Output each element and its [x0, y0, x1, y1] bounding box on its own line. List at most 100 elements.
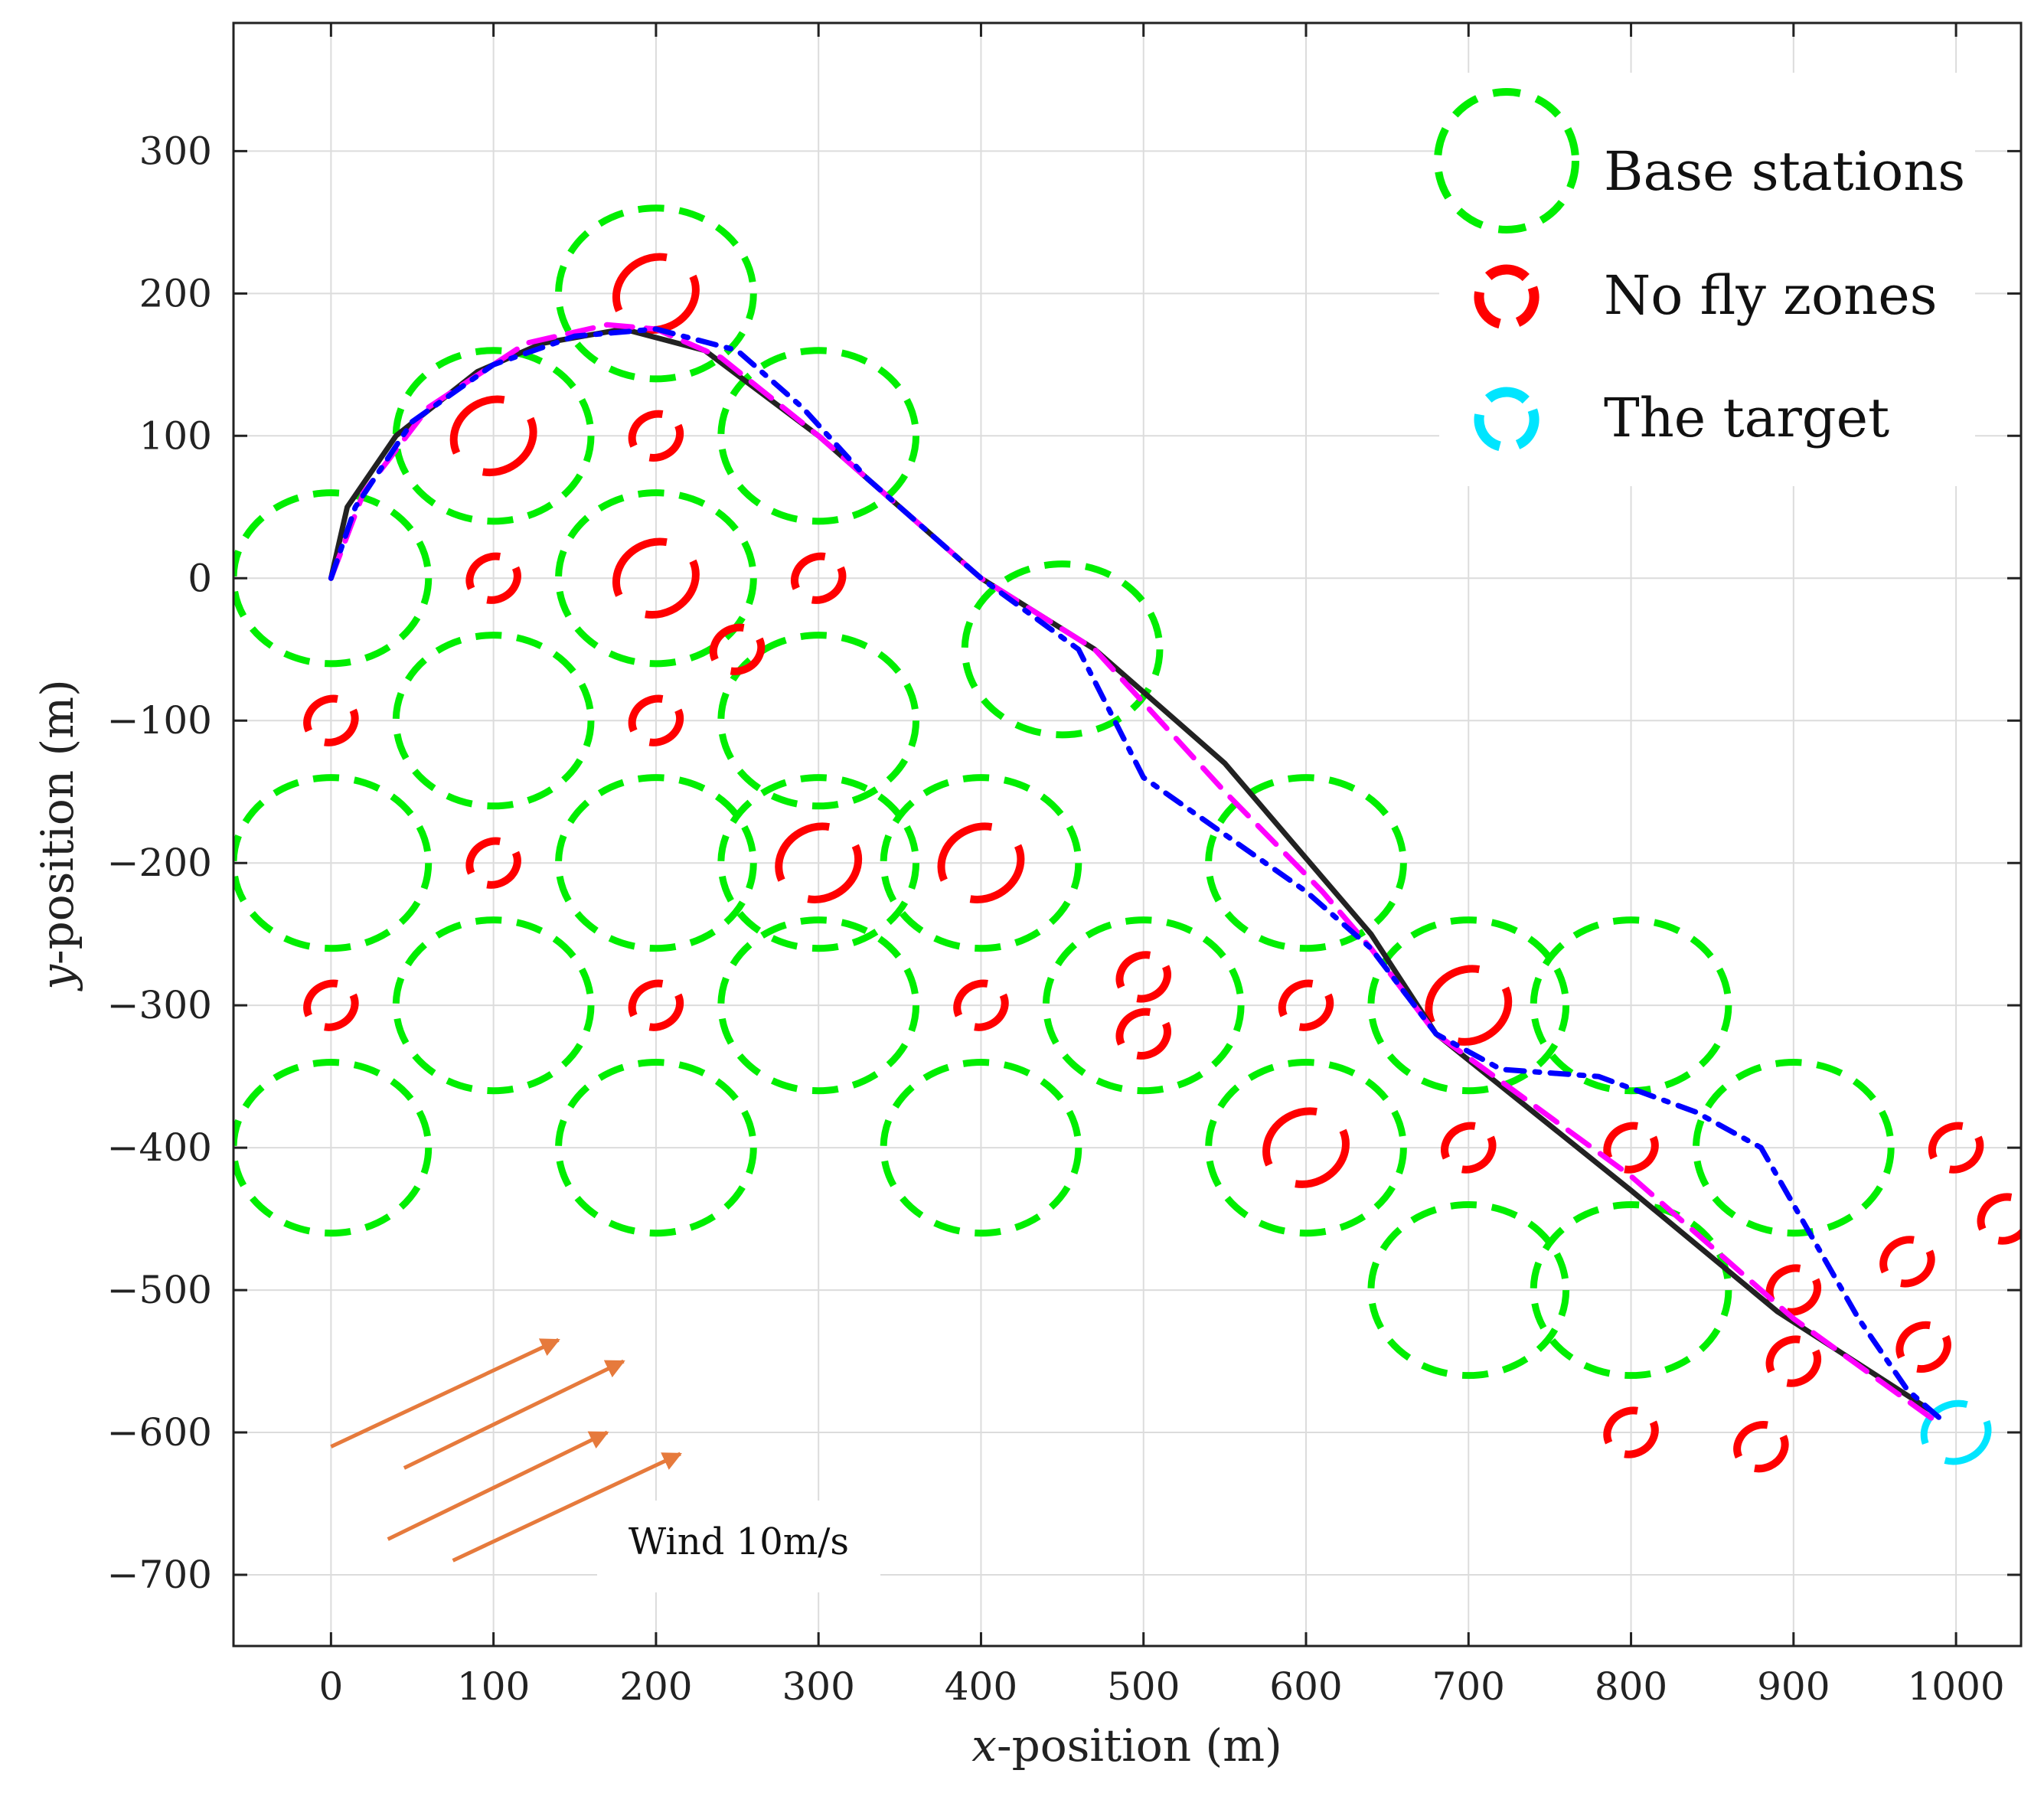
x-tick-label: 500 [1107, 1664, 1180, 1709]
x-tick-label: 600 [1269, 1664, 1342, 1709]
x-tick-label: 0 [318, 1664, 343, 1709]
no-fly-zone-circle [1977, 1193, 2021, 1245]
no-fly-zone-circle [465, 837, 521, 889]
legend: Base stations No fly zones The target [1434, 73, 1975, 486]
axes-frame [232, 21, 2023, 1648]
legend-target-icon [1474, 387, 1540, 452]
y-axis-label-var: y [31, 964, 83, 992]
x-tick-label: 700 [1432, 1664, 1505, 1709]
y-tick-label: −100 [107, 698, 212, 743]
no-fly-zone-circle [953, 979, 1009, 1031]
base-station-circle [233, 1059, 433, 1237]
base-station-circle [233, 489, 433, 668]
base-station-circle [1530, 916, 1732, 1095]
base-station-circle [392, 916, 595, 1095]
no-fly-zone-circle [612, 253, 700, 335]
base-station-circle [392, 347, 595, 525]
base-stations-layer [233, 204, 1895, 1380]
x-tick-label: 300 [782, 1664, 854, 1709]
no-fly-zone-circle [612, 537, 700, 619]
base-station-circle [1205, 774, 1407, 952]
target-layer [1920, 1399, 1992, 1465]
y-tick-label: −300 [107, 983, 212, 1027]
no-fly-zone-circle [303, 979, 359, 1031]
x-tick-label: 800 [1595, 1664, 1667, 1709]
base-station-circle [555, 204, 757, 383]
legend-box [1439, 73, 1975, 486]
x-tick-label: 100 [457, 1664, 530, 1709]
base-station-circle [961, 560, 1164, 739]
no-fly-zones-layer [303, 253, 2021, 1473]
base-station-circle [1367, 916, 1570, 1095]
legend-base-station-icon [1434, 88, 1579, 234]
no-fly-zone-circle [1262, 1107, 1350, 1188]
y-tick-label: 200 [139, 271, 212, 315]
base-station-circle [717, 916, 920, 1095]
legend-label-no-fly-zones: No fly zones [1604, 264, 1938, 327]
path-dashdot [328, 326, 1943, 1421]
wind-layer [330, 1337, 683, 1563]
y-tick-label: −600 [107, 1410, 212, 1455]
legend-label-base-stations: Base stations [1604, 140, 1965, 203]
no-fly-zone-circle [1115, 1008, 1171, 1060]
no-fly-zone-circle [303, 694, 359, 746]
axis-ticks [233, 23, 2021, 1646]
y-tick-label: −500 [107, 1268, 212, 1312]
wind-label-box [597, 1501, 880, 1592]
y-tick-labels: 300 200 100 0 −100 −200 −300 −400 −500 −600 −700 [107, 129, 212, 1597]
x-tick-label: 1000 [1907, 1664, 2004, 1709]
base-station-circle [717, 347, 920, 525]
legend-label-target: The target [1604, 387, 1889, 449]
no-fly-zone-circle [1441, 1122, 1497, 1174]
target-circle [1920, 1399, 1992, 1465]
no-fly-zone-circle [628, 694, 684, 746]
y-tick-label: 100 [139, 413, 212, 458]
base-station-circle [555, 1059, 757, 1237]
x-axis-label-var: x [971, 1720, 997, 1772]
y-axis-label: y-position (m) [31, 679, 83, 992]
base-station-circle [233, 774, 433, 952]
paths-layer [328, 322, 1943, 1421]
base-station-circle [880, 774, 1082, 952]
wind-arrow [387, 1430, 609, 1541]
no-fly-zone-circle [1278, 979, 1334, 1031]
no-fly-zone-circle [937, 822, 1025, 903]
no-fly-zone-circle [465, 552, 521, 604]
y-tick-label: −700 [107, 1553, 212, 1597]
base-station-circle [717, 632, 920, 810]
x-tick-label: 200 [619, 1664, 692, 1709]
y-tick-label: 300 [139, 129, 212, 173]
base-station-circle [1042, 916, 1245, 1095]
legend-no-fly-zone-icon [1474, 264, 1540, 330]
x-tick-label: 400 [945, 1664, 1017, 1709]
base-station-circle [1530, 1201, 1732, 1380]
wind-label: Wind 10m/s [629, 1520, 849, 1563]
x-axis-label-rest: -position (m) [997, 1720, 1282, 1772]
no-fly-zone-circle [1115, 951, 1171, 1003]
wind-arrow [330, 1337, 560, 1448]
y-tick-label: 0 [188, 556, 212, 600]
no-fly-zone-circle [709, 623, 766, 675]
base-station-circle [880, 1059, 1082, 1237]
base-station-circle [1205, 1059, 1407, 1237]
plot-content [233, 204, 2021, 1563]
no-fly-zone-circle [775, 822, 863, 903]
base-station-circle [1367, 1201, 1570, 1380]
base-station-circle [1692, 1059, 1895, 1237]
x-tick-labels: 0 100 200 300 400 500 600 700 800 900 1000 [318, 1664, 2004, 1709]
x-axis-label: x-position (m) [971, 1720, 1282, 1772]
y-axis-label-rest: -position (m) [31, 679, 83, 965]
no-fly-zone-circle [628, 410, 684, 462]
base-station-circle [555, 774, 757, 952]
base-station-circle [717, 774, 920, 952]
base-station-circle [555, 489, 757, 668]
x-tick-label: 900 [1757, 1664, 1830, 1709]
no-fly-zone-circle [449, 395, 537, 477]
wind-arrow [452, 1452, 683, 1563]
no-fly-zone-circle [1425, 965, 1513, 1046]
no-fly-zone-circle [791, 552, 847, 604]
base-station-circle [392, 632, 595, 810]
no-fly-zone-circle [628, 979, 684, 1031]
wind-arrow [403, 1359, 625, 1470]
